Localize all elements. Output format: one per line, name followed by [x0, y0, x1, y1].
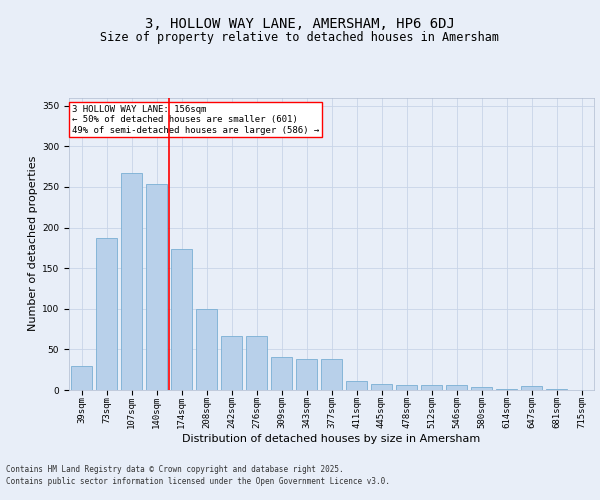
Text: Size of property relative to detached houses in Amersham: Size of property relative to detached ho…	[101, 31, 499, 44]
Y-axis label: Number of detached properties: Number of detached properties	[28, 156, 38, 332]
Bar	[396, 385, 417, 390]
Bar	[446, 385, 467, 390]
Bar	[246, 336, 267, 390]
Text: 3 HOLLOW WAY LANE: 156sqm
← 50% of detached houses are smaller (601)
49% of semi: 3 HOLLOW WAY LANE: 156sqm ← 50% of detac…	[71, 105, 319, 134]
Bar	[271, 356, 292, 390]
Bar	[346, 381, 367, 390]
X-axis label: Distribution of detached houses by size in Amersham: Distribution of detached houses by size …	[182, 434, 481, 444]
Bar	[371, 384, 392, 390]
Bar	[296, 359, 317, 390]
Bar	[471, 387, 492, 390]
Bar	[321, 359, 342, 390]
Bar	[546, 389, 567, 390]
Bar	[71, 366, 92, 390]
Bar	[421, 385, 442, 390]
Bar	[496, 389, 517, 390]
Bar	[521, 386, 542, 390]
Bar	[196, 308, 217, 390]
Text: Contains public sector information licensed under the Open Government Licence v3: Contains public sector information licen…	[6, 477, 390, 486]
Bar	[121, 173, 142, 390]
Text: 3, HOLLOW WAY LANE, AMERSHAM, HP6 6DJ: 3, HOLLOW WAY LANE, AMERSHAM, HP6 6DJ	[145, 18, 455, 32]
Bar	[171, 248, 192, 390]
Bar	[146, 184, 167, 390]
Bar	[96, 238, 117, 390]
Bar	[221, 336, 242, 390]
Text: Contains HM Land Registry data © Crown copyright and database right 2025.: Contains HM Land Registry data © Crown c…	[6, 465, 344, 474]
